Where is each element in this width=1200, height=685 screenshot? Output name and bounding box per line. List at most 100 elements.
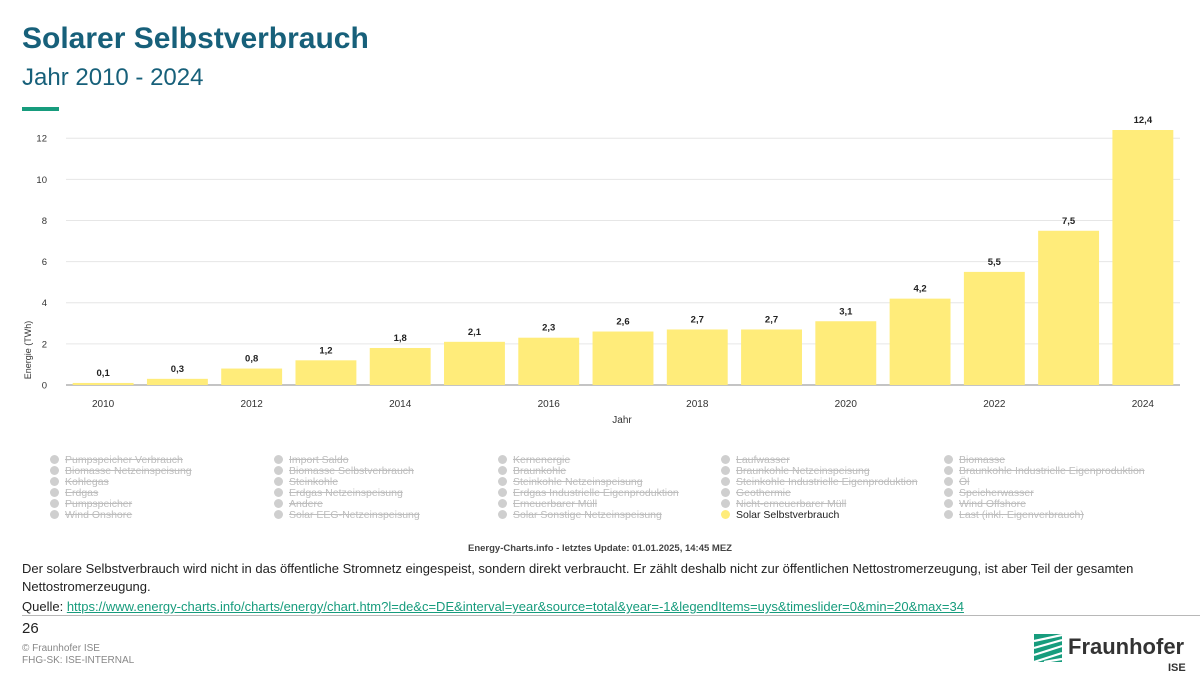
legend-label: Biomasse Netzeinspeisung <box>65 465 192 477</box>
y-axis-label: Energie (TWh) <box>23 321 33 380</box>
y-tick-label: 4 <box>42 298 47 309</box>
legend-item[interactable]: Pumpspeicher <box>50 499 132 510</box>
legend-label: Solar EEG-Netzeinspeisung <box>289 509 420 521</box>
data-label: 12,4 <box>1134 115 1153 126</box>
legend-item[interactable]: Biomasse Selbstverbrauch <box>274 466 414 477</box>
legend-label: Wind Offshore <box>959 498 1026 510</box>
legend-item[interactable]: Kohlegas <box>50 477 109 488</box>
legend-label: Last (inkl. Eigenverbrauch) <box>959 509 1084 521</box>
bar <box>444 341 505 385</box>
legend-dot-icon <box>944 466 953 475</box>
legend-label: Steinkohle <box>289 476 339 488</box>
data-label: 2,6 <box>616 317 629 328</box>
legend-item[interactable]: Biomasse Netzeinspeisung <box>50 466 192 477</box>
legend-item[interactable]: Steinkohle <box>274 477 338 488</box>
x-tick-label: 2010 <box>92 399 115 410</box>
legend-item[interactable]: Braunkohle Netzeinspeisung <box>721 466 870 477</box>
data-label: 2,7 <box>691 314 704 325</box>
legend-item[interactable]: Braunkohle <box>498 466 566 477</box>
y-tick-label: 12 <box>36 134 47 145</box>
legend-item[interactable]: Erneuerbarer Müll <box>498 499 597 510</box>
legend-dot-icon <box>721 510 730 519</box>
legend-item[interactable]: Erdgas Netzeinspeisung <box>274 488 403 499</box>
legend-item[interactable]: Biomasse <box>944 455 1005 466</box>
bar <box>1112 130 1174 385</box>
legend-item[interactable]: Nicht-erneuerbarer Müll <box>721 499 846 510</box>
bar <box>221 368 283 385</box>
bar <box>889 298 951 385</box>
footer-divider <box>22 615 1200 616</box>
legend-label: Biomasse <box>959 454 1006 466</box>
legend-dot-icon <box>721 455 730 464</box>
legend-dot-icon <box>50 466 59 475</box>
legend-label: Import Saldo <box>289 454 349 466</box>
description-text: Der solare Selbstverbrauch wird nicht in… <box>22 561 1134 594</box>
legend-item[interactable]: Laufwasser <box>721 455 790 466</box>
legend-item[interactable]: Wind Offshore <box>944 499 1026 510</box>
legend-dot-icon <box>498 499 507 508</box>
legend-item[interactable]: Solar Selbstverbrauch <box>721 510 839 521</box>
legend-item[interactable]: Solar EEG-Netzeinspeisung <box>274 510 420 521</box>
legend-item[interactable]: Pumpspeicher Verbrauch <box>50 455 183 466</box>
x-tick-label: 2024 <box>1132 399 1155 410</box>
legend-item[interactable]: Steinkohle Industrielle Eigenproduktion <box>721 477 918 488</box>
legend-dot-icon <box>498 510 507 519</box>
copyright-text: © Fraunhofer ISE <box>22 643 100 654</box>
legend-item[interactable]: Wind Onshore <box>50 510 132 521</box>
legend-label: Geothermie <box>736 487 791 499</box>
legend-item[interactable]: Braunkohle Industrielle Eigenproduktion <box>944 466 1145 477</box>
x-tick-label: 2018 <box>686 399 709 410</box>
legend-dot-icon <box>274 488 283 497</box>
legend-label: Kohlegas <box>65 476 109 488</box>
bar <box>963 271 1025 385</box>
legend-item[interactable]: Geothermie <box>721 488 791 499</box>
legend-dot-icon <box>274 477 283 486</box>
data-label: 1,2 <box>319 345 332 356</box>
legend-label: Pumpspeicher Verbrauch <box>65 454 183 466</box>
bar <box>72 382 134 385</box>
legend-item[interactable]: Solar Sonstige Netzeinspeisung <box>498 510 662 521</box>
legend-dot-icon <box>274 455 283 464</box>
bar <box>741 329 802 385</box>
legend-dot-icon <box>944 499 953 508</box>
y-axis-ticks: 0 2 4 6 8 10 12 <box>36 134 47 392</box>
copyright-block: © Fraunhofer ISE FHG-SK: ISE-INTERNAL <box>22 643 134 667</box>
legend-item[interactable]: Erdgas Industrielle Eigenproduktion <box>498 488 679 499</box>
page-title: Solarer Selbstverbrauch <box>22 22 369 55</box>
legend-label: Erdgas Industrielle Eigenproduktion <box>513 487 679 499</box>
legend-item[interactable]: Speicherwasser <box>944 488 1034 499</box>
legend-item[interactable]: Öl <box>944 477 970 488</box>
bar <box>815 321 877 385</box>
legend-dot-icon <box>498 455 507 464</box>
data-label: 2,3 <box>542 323 555 334</box>
legend-item[interactable]: Steinkohle Netzeinspeisung <box>498 477 643 488</box>
legend-dot-icon <box>721 488 730 497</box>
x-tick-label: 2012 <box>241 399 264 410</box>
legend-item[interactable]: Import Saldo <box>274 455 349 466</box>
legend-dot-icon <box>498 488 507 497</box>
legend-label: Öl <box>959 476 970 488</box>
legend-item[interactable]: Kernenergie <box>498 455 570 466</box>
logo-text: Fraunhofer <box>1068 634 1185 659</box>
fraunhofer-logo: Fraunhofer ISE <box>1034 632 1186 677</box>
legend-label: Solar Selbstverbrauch <box>736 509 840 521</box>
value-labels: 0,1 0,3 0,8 1,2 1,8 2,1 2,3 2,6 2,7 2,7 3,1 4,2 5,5 7… <box>97 115 1153 379</box>
bar-chart: 0,1 0,3 0,8 1,2 1,8 2,1 2,3 2,6 2,7 2,7 3,1 4,2 5,5 7… <box>23 115 1180 426</box>
legend-label: Braunkohle <box>513 465 567 477</box>
legend-label: Steinkohle Netzeinspeisung <box>513 476 643 488</box>
legend-dot-icon <box>274 466 283 475</box>
bars <box>72 130 1174 385</box>
bar <box>146 378 208 385</box>
bar <box>369 347 431 385</box>
legend-dot-icon <box>498 477 507 486</box>
legend-label: Steinkohle Industrielle Eigenproduktion <box>736 476 918 488</box>
legend-item[interactable]: Erdgas <box>50 488 98 499</box>
bar <box>518 337 580 385</box>
legend-dot-icon <box>944 477 953 486</box>
legend-item[interactable]: Last (inkl. Eigenverbrauch) <box>944 510 1084 521</box>
source-link[interactable]: https://www.energy-charts.info/charts/en… <box>66 599 964 614</box>
legend-dot-icon <box>944 510 953 519</box>
legend-label: Erdgas <box>65 487 99 499</box>
legend-dot-icon <box>944 488 953 497</box>
legend-item[interactable]: Andere <box>274 499 323 510</box>
